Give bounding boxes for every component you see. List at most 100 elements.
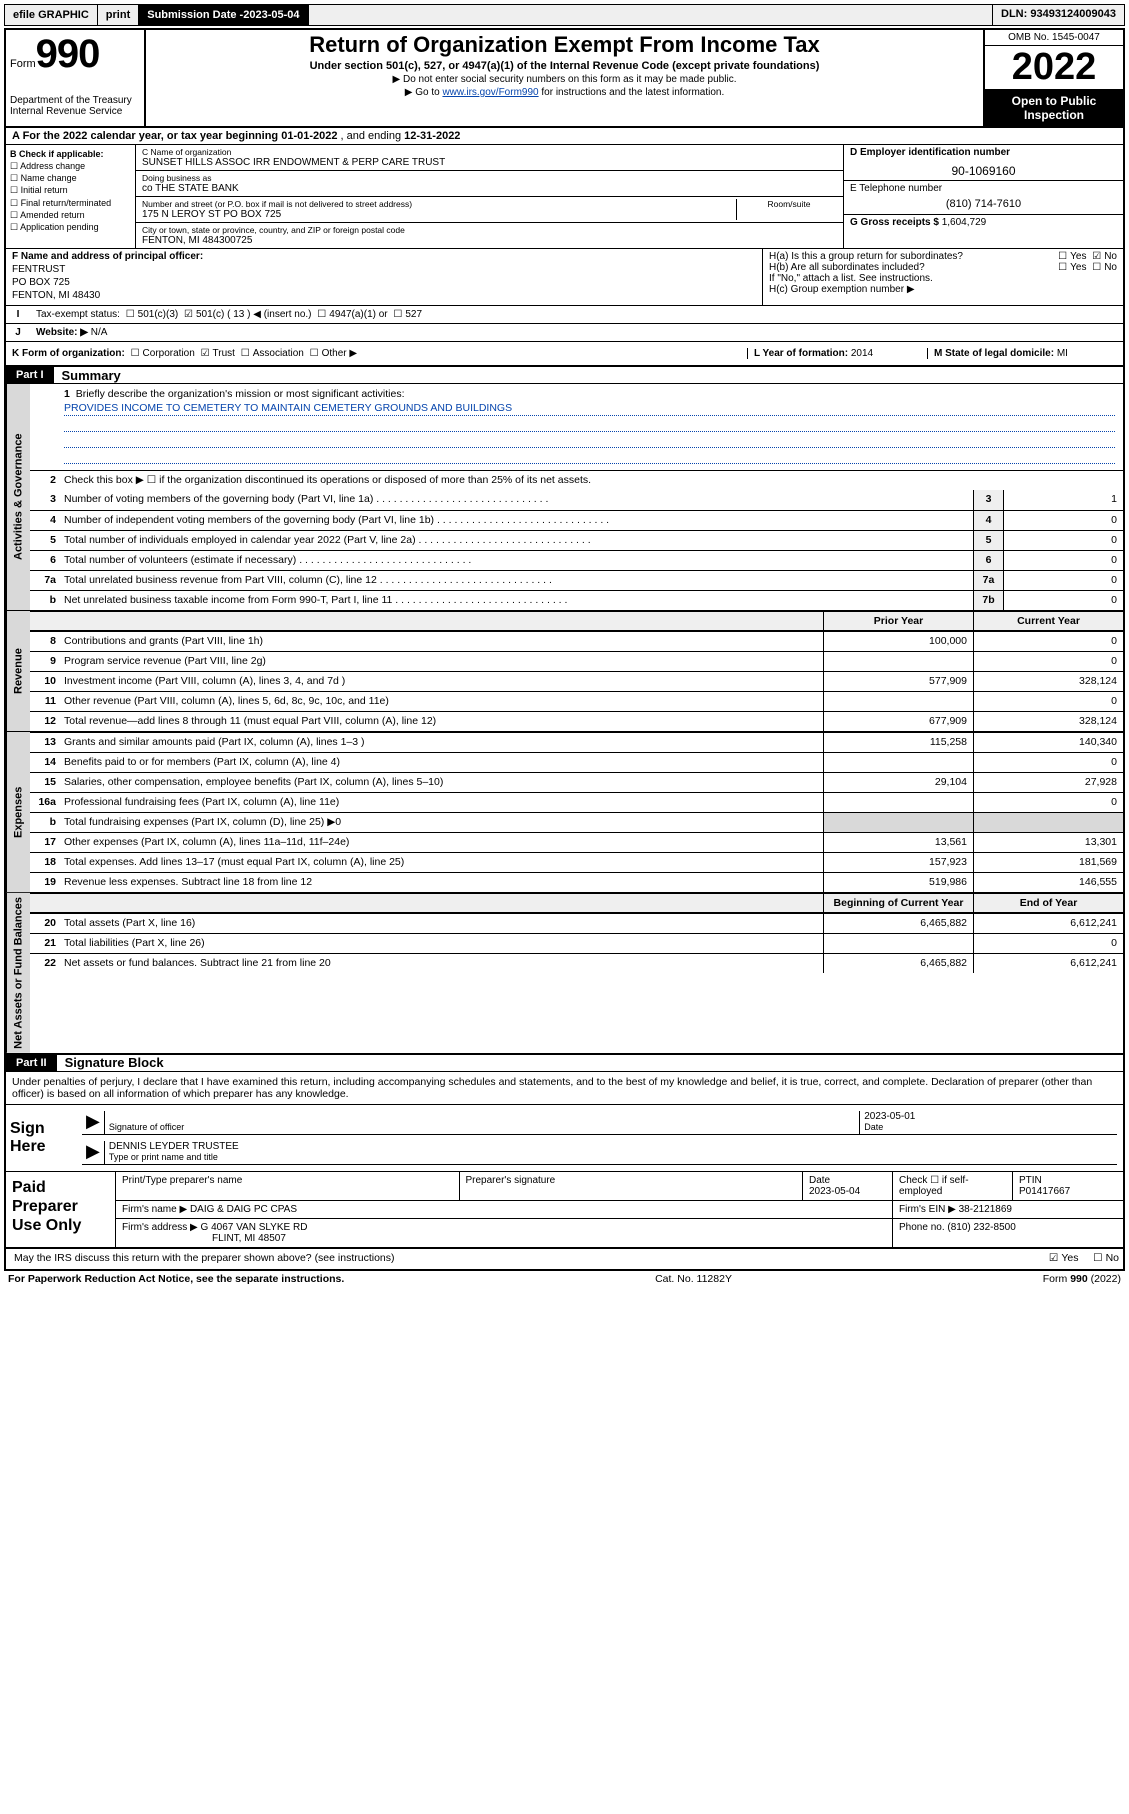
- form-header: Form990 Department of the Treasury Inter…: [6, 30, 1123, 128]
- line-8: 8 Contributions and grants (Part VIII, l…: [30, 631, 1123, 651]
- nab-col-header: Beginning of Current Year End of Year: [30, 893, 1123, 913]
- part1-header: Part I Summary: [6, 367, 1123, 384]
- line-7a: 7a Total unrelated business revenue from…: [30, 570, 1123, 590]
- firm-addr2: FLINT, MI 48507: [122, 1233, 886, 1244]
- section-c: C Name of organization SUNSET HILLS ASSO…: [136, 145, 843, 248]
- line-19: 19 Revenue less expenses. Subtract line …: [30, 872, 1123, 892]
- website-value: N/A: [91, 327, 108, 338]
- section-revenue: Revenue Prior Year Current Year 8 Contri…: [6, 611, 1123, 732]
- print-button[interactable]: print: [98, 5, 139, 25]
- ssn-warning: Do not enter social security numbers on …: [152, 74, 977, 85]
- cb-corp[interactable]: [128, 348, 143, 359]
- line-3: 3 Number of voting members of the govern…: [30, 490, 1123, 510]
- line-5: 5 Total number of individuals employed i…: [30, 530, 1123, 550]
- section-h: H(a) Is this a group return for subordin…: [763, 249, 1123, 305]
- city-label: City or town, state or province, country…: [142, 225, 837, 235]
- line-11: 11 Other revenue (Part VIII, column (A),…: [30, 691, 1123, 711]
- line-16a: 16a Professional fundraising fees (Part …: [30, 792, 1123, 812]
- firm-name-label: Firm's name ▶: [122, 1204, 190, 1215]
- firm-addr1: G 4067 VAN SLYKE RD: [201, 1222, 308, 1233]
- vlabel-rev: Revenue: [6, 611, 30, 731]
- sign-date-label: Date: [864, 1122, 1113, 1132]
- l-label: L Year of formation:: [754, 348, 851, 359]
- cb-527[interactable]: [390, 309, 405, 320]
- j-label: Website: ▶: [36, 327, 88, 338]
- hc-label: H(c) Group exemption number ▶: [769, 284, 1117, 295]
- sign-here-label: Sign Here: [6, 1105, 76, 1171]
- line-b: b Net unrelated business taxable income …: [30, 590, 1123, 610]
- g-label: G Gross receipts $: [850, 217, 942, 228]
- cb-application-pending[interactable]: Application pending: [10, 221, 131, 233]
- line-20: 20 Total assets (Part X, line 16) 6,465,…: [30, 913, 1123, 933]
- hdr-end-year: End of Year: [973, 894, 1123, 912]
- f-label: F Name and address of principal officer:: [12, 251, 203, 262]
- cb-assoc[interactable]: [238, 348, 253, 359]
- line-14: 14 Benefits paid to or for members (Part…: [30, 752, 1123, 772]
- firm-phone-label: Phone no.: [899, 1222, 947, 1233]
- line-15: 15 Salaries, other compensation, employe…: [30, 772, 1123, 792]
- vlabel-nab: Net Assets or Fund Balances: [6, 893, 30, 1053]
- form-footer-label: Form 990 (2022): [1043, 1273, 1121, 1285]
- prep-date-label: Date: [809, 1175, 886, 1186]
- cb-name-change[interactable]: Name change: [10, 172, 131, 184]
- irs-label: Internal Revenue Service: [10, 106, 140, 117]
- cb-501c3[interactable]: [123, 309, 138, 320]
- part2-header: Part II Signature Block: [6, 1055, 1123, 1072]
- phone-value: (810) 714-7610: [850, 198, 1117, 210]
- hdr-current-year: Current Year: [973, 612, 1123, 630]
- firm-name-value: DAIG & DAIG PC CPAS: [190, 1204, 297, 1215]
- cb-initial-return[interactable]: Initial return: [10, 184, 131, 196]
- part1-chip: Part I: [6, 367, 54, 383]
- officer-addr2: FENTON, MI 48430: [12, 290, 756, 301]
- discuss-no[interactable]: [1090, 1252, 1105, 1264]
- cb-address-change[interactable]: Address change: [10, 160, 131, 172]
- form-subtitle: Under section 501(c), 527, or 4947(a)(1)…: [152, 60, 977, 72]
- officer-name-value: DENNIS LEYDER TRUSTEE: [109, 1141, 1113, 1152]
- line-17: 17 Other expenses (Part IX, column (A), …: [30, 832, 1123, 852]
- i-label: Tax-exempt status:: [36, 309, 120, 320]
- line-22: 22 Net assets or fund balances. Subtract…: [30, 953, 1123, 973]
- form-number-cell: Form990 Department of the Treasury Inter…: [6, 30, 146, 126]
- hb-answer: Yes No: [1055, 262, 1117, 273]
- cb-amended-return[interactable]: Amended return: [10, 209, 131, 221]
- m-label: M State of legal domicile:: [934, 348, 1057, 359]
- cb-other[interactable]: [307, 348, 322, 359]
- ha-answer: Yes No: [1055, 251, 1117, 262]
- omb-number: OMB No. 1545-0047: [985, 30, 1123, 46]
- sign-date-value: 2023-05-01: [864, 1111, 1113, 1122]
- cb-501c[interactable]: [181, 309, 196, 320]
- line2: 2 Check this box ▶ ☐ if the organization…: [30, 470, 1123, 490]
- prep-sig-label: Preparer's signature: [460, 1172, 804, 1200]
- irs-link[interactable]: www.irs.gov/Form990: [442, 87, 538, 98]
- efile-button[interactable]: efile GRAPHIC: [5, 5, 98, 25]
- vlabel-ag: Activities & Governance: [6, 384, 30, 610]
- ptin-label: PTIN: [1019, 1175, 1117, 1186]
- b-label: B Check if applicable:: [10, 149, 104, 159]
- line-10: 10 Investment income (Part VIII, column …: [30, 671, 1123, 691]
- c-label: C Name of organization: [142, 147, 837, 157]
- self-employed-check[interactable]: Check ☐ if self-employed: [893, 1172, 1013, 1200]
- year-cell: OMB No. 1545-0047 2022 Open to PublicIns…: [983, 30, 1123, 126]
- cb-final-return[interactable]: Final return/terminated: [10, 197, 131, 209]
- firm-phone-value: (810) 232-8500: [947, 1222, 1015, 1233]
- cb-4947[interactable]: [314, 309, 329, 320]
- form-990-frame: Form990 Department of the Treasury Inter…: [4, 28, 1125, 1271]
- org-name: SUNSET HILLS ASSOC IRR ENDOWMENT & PERP …: [142, 157, 837, 168]
- line-b: b Total fundraising expenses (Part IX, c…: [30, 812, 1123, 832]
- officer-name: FENTRUST: [12, 264, 756, 275]
- page-footer: For Paperwork Reduction Act Notice, see …: [4, 1271, 1125, 1287]
- officer-addr1: PO BOX 725: [12, 277, 756, 288]
- dln-label: DLN: 93493124009043: [993, 5, 1124, 25]
- tax-year-line: A For the 2022 calendar year, or tax yea…: [6, 128, 1123, 145]
- firm-ein-value: 38-2121869: [959, 1204, 1012, 1215]
- ha-label: H(a) Is this a group return for subordin…: [769, 251, 963, 262]
- signature-of-officer-label: Signature of officer: [109, 1122, 855, 1132]
- dba-label: Doing business as: [142, 173, 837, 183]
- discuss-yes[interactable]: [1046, 1252, 1061, 1264]
- cb-trust[interactable]: [198, 348, 213, 359]
- mission-text: PROVIDES INCOME TO CEMETERY TO MAINTAIN …: [64, 402, 1115, 416]
- goto-line: Go to www.irs.gov/Form990 for instructio…: [152, 87, 977, 98]
- firm-ein-label: Firm's EIN ▶: [899, 1204, 959, 1215]
- name-arrow-icon: ▶: [82, 1141, 104, 1164]
- officer-name-label: Type or print name and title: [109, 1152, 1113, 1162]
